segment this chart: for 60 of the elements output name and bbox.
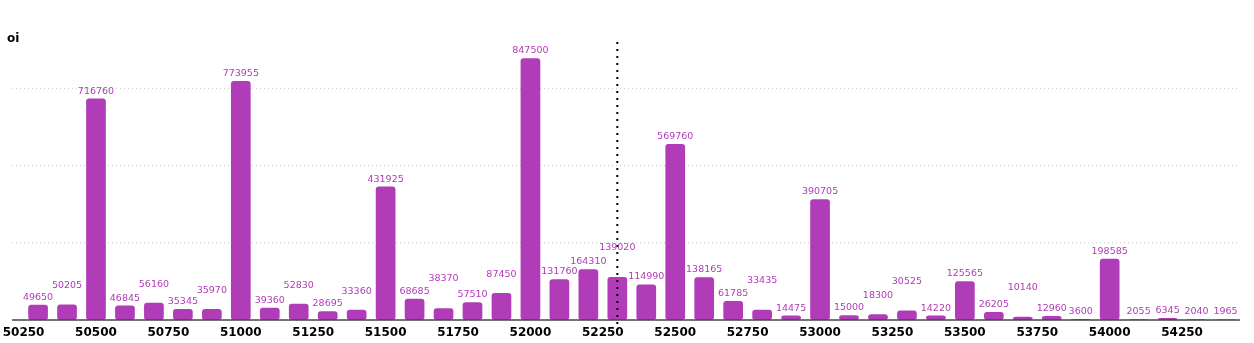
data-label: 3600 (1068, 304, 1093, 316)
data-label: 33435 (747, 273, 778, 285)
data-label: 12960 (1036, 302, 1067, 313)
data-label: 14220 (920, 301, 952, 313)
x-tick-label: 51250 (292, 325, 335, 339)
x-tick-label: 53250 (871, 325, 914, 339)
data-label: 10140 (1007, 280, 1038, 292)
data-label: 847500 (512, 44, 549, 56)
data-label: 114990 (628, 270, 665, 282)
x-tick-label: 51750 (437, 325, 479, 339)
x-tick-label: 53000 (799, 325, 841, 339)
data-label: 52830 (283, 278, 314, 290)
data-label: 56160 (138, 277, 170, 289)
data-label: 28695 (312, 297, 343, 309)
data-label: 39360 (254, 293, 285, 305)
x-tick-label: 52500 (654, 325, 697, 339)
data-label: 87450 (486, 267, 517, 279)
data-label: 49650 (22, 290, 54, 302)
data-label: 26205 (978, 297, 1009, 309)
data-label: 716760 (77, 84, 115, 96)
data-label: 35970 (196, 283, 227, 295)
data-label: 14475 (775, 301, 807, 313)
data-label: 6345 (1155, 304, 1180, 316)
x-tick-label: 53500 (943, 325, 986, 339)
x-tick-label: 51500 (364, 325, 407, 339)
data-label: 2040 (1184, 305, 1209, 317)
data-label: 33360 (341, 284, 372, 296)
data-label: 138165 (686, 263, 723, 275)
x-tick-label: 52250 (581, 325, 624, 339)
x-tick-label: 50500 (75, 325, 117, 339)
data-label: 57510 (457, 288, 488, 300)
data-label: 569760 (657, 130, 694, 142)
x-tick-label: 53750 (1016, 325, 1059, 339)
data-label: 125565 (946, 267, 983, 279)
data-label: 139020 (599, 241, 636, 253)
x-tick-label: 50250 (2, 325, 45, 339)
y-axis-title: oi (7, 31, 20, 45)
data-label: 2055 (1126, 305, 1151, 317)
data-label: 131760 (541, 265, 578, 277)
data-label: 46845 (109, 291, 141, 303)
data-label: 61785 (718, 286, 749, 298)
data-label: 18300 (862, 289, 894, 301)
x-tick-label: 52000 (509, 325, 552, 339)
data-label: 164310 (570, 255, 607, 267)
data-label: 1965 (1213, 305, 1238, 317)
x-tick-label: 50750 (147, 325, 190, 339)
data-label: 68685 (399, 284, 430, 296)
data-label: 390705 (801, 185, 839, 197)
data-label: 35345 (167, 295, 198, 307)
data-label: 30525 (891, 274, 923, 286)
x-tick-label: 52750 (726, 325, 769, 339)
x-tick-label: 51000 (219, 325, 262, 339)
data-label: 773955 (222, 66, 259, 78)
data-label: 198585 (1091, 244, 1128, 256)
data-label: 15000 (833, 301, 865, 313)
x-tick-label: 54000 (1088, 325, 1131, 339)
x-tick-label: 54250 (1161, 325, 1203, 339)
data-label: 50205 (51, 279, 83, 291)
data-label: 431925 (367, 172, 404, 184)
data-label: 38370 (428, 272, 459, 284)
